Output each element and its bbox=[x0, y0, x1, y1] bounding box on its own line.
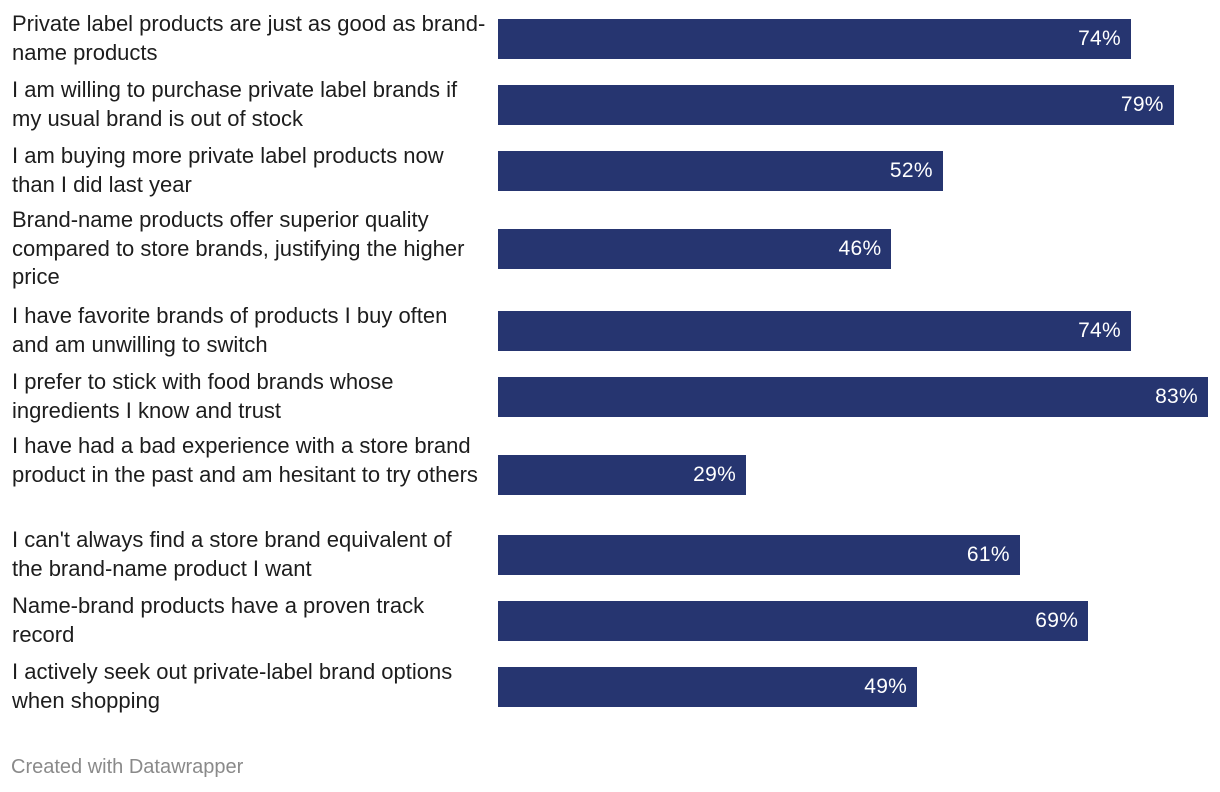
bar-value-label: 74% bbox=[1078, 318, 1121, 342]
bar: 52% bbox=[498, 150, 943, 191]
datawrapper-credit: Created with Datawrapper bbox=[11, 756, 244, 778]
bar-row: I actively seek out private-label brand … bbox=[0, 658, 1220, 715]
bar-row: Private label products are just as good … bbox=[0, 10, 1220, 67]
bar: 74% bbox=[498, 18, 1131, 59]
category-label: I actively seek out private-label brand … bbox=[12, 659, 453, 713]
bar-value-label: 83% bbox=[1155, 384, 1198, 408]
category-label: I have favorite brands of products I buy… bbox=[12, 303, 448, 357]
bar: 83% bbox=[498, 376, 1208, 417]
bar-row: I prefer to stick with food brands whose… bbox=[0, 368, 1220, 425]
bar-row: I can't always find a store brand equiva… bbox=[0, 526, 1220, 583]
bar: 61% bbox=[498, 534, 1020, 575]
category-label: I am buying more private label products … bbox=[12, 143, 444, 197]
bar-value-label: 46% bbox=[838, 236, 882, 260]
bar-value-label: 61% bbox=[966, 542, 1010, 566]
category-label: I prefer to stick with food brands whose… bbox=[12, 369, 394, 423]
bar-value-label: 52% bbox=[889, 158, 933, 182]
bar: 49% bbox=[498, 666, 918, 707]
category-label: Brand-name products offer superior quali… bbox=[12, 207, 465, 289]
category-label: I have had a bad experience with a store… bbox=[12, 433, 478, 487]
bar-row: I am buying more private label products … bbox=[0, 142, 1220, 199]
bar-value-label: 74% bbox=[1078, 26, 1121, 50]
bar-chart: Private label products are just as good … bbox=[0, 10, 1220, 715]
bar-row: I am willing to purchase private label b… bbox=[0, 76, 1220, 133]
bar: 29% bbox=[498, 454, 747, 495]
bar-value-label: 69% bbox=[1035, 608, 1079, 632]
bar-row: I have had a bad experience with a store… bbox=[0, 432, 1220, 518]
category-label: I can't always find a store brand equiva… bbox=[12, 527, 452, 581]
bar-value-label: 79% bbox=[1120, 92, 1164, 116]
bar: 46% bbox=[498, 228, 892, 269]
bar-row: Brand-name products offer superior quali… bbox=[0, 206, 1220, 292]
bar-value-label: 29% bbox=[693, 462, 737, 486]
category-label: Name-brand products have a proven track … bbox=[12, 593, 425, 647]
bar: 79% bbox=[498, 84, 1174, 125]
bar: 74% bbox=[498, 310, 1131, 351]
category-label: I am willing to purchase private label b… bbox=[12, 77, 458, 131]
category-label: Private label products are just as good … bbox=[12, 11, 486, 65]
bar-row: Name-brand products have a proven track … bbox=[0, 592, 1220, 649]
bar: 69% bbox=[498, 600, 1089, 641]
bar-row: I have favorite brands of products I buy… bbox=[0, 302, 1220, 359]
bar-value-label: 49% bbox=[864, 674, 908, 698]
